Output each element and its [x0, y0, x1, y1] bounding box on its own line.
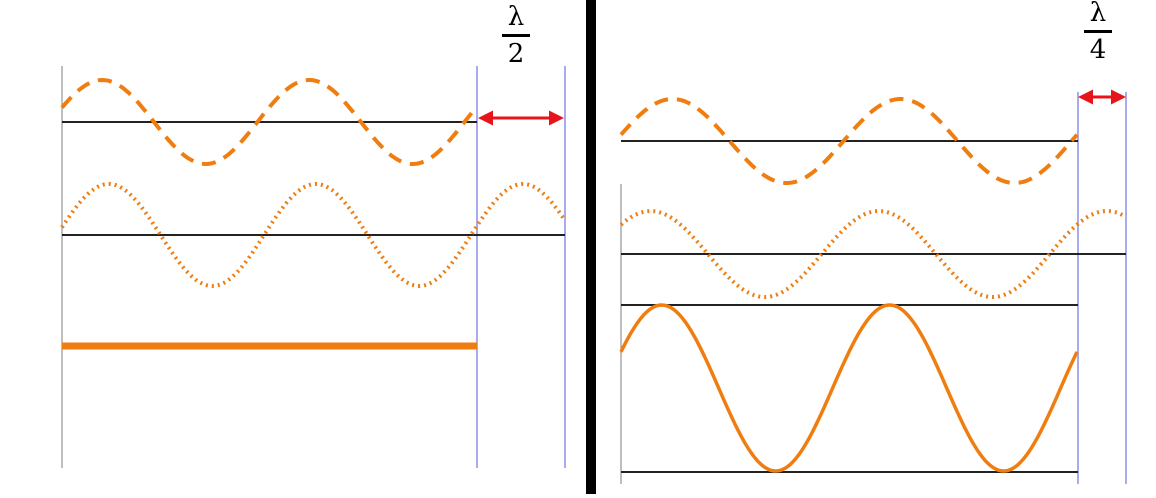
left-label-fraction-bar — [502, 34, 530, 37]
right-wavelength-label: λ 4 — [1078, 0, 1118, 65]
right-dotted-wave — [619, 208, 1126, 300]
right-label-denominator: 4 — [1089, 35, 1107, 65]
left-dotted-wave — [60, 181, 566, 289]
right-label-fraction-bar — [1084, 30, 1112, 33]
left-wavelength-label: λ 2 — [496, 2, 536, 69]
left-label-numerator: λ — [507, 2, 525, 32]
right-resultant-wave — [619, 303, 1079, 473]
right-label-numerator: λ — [1089, 0, 1107, 28]
left-label-denominator: 2 — [507, 39, 525, 69]
right-dashed-wave — [619, 97, 1079, 185]
panel-divider — [586, 0, 596, 494]
